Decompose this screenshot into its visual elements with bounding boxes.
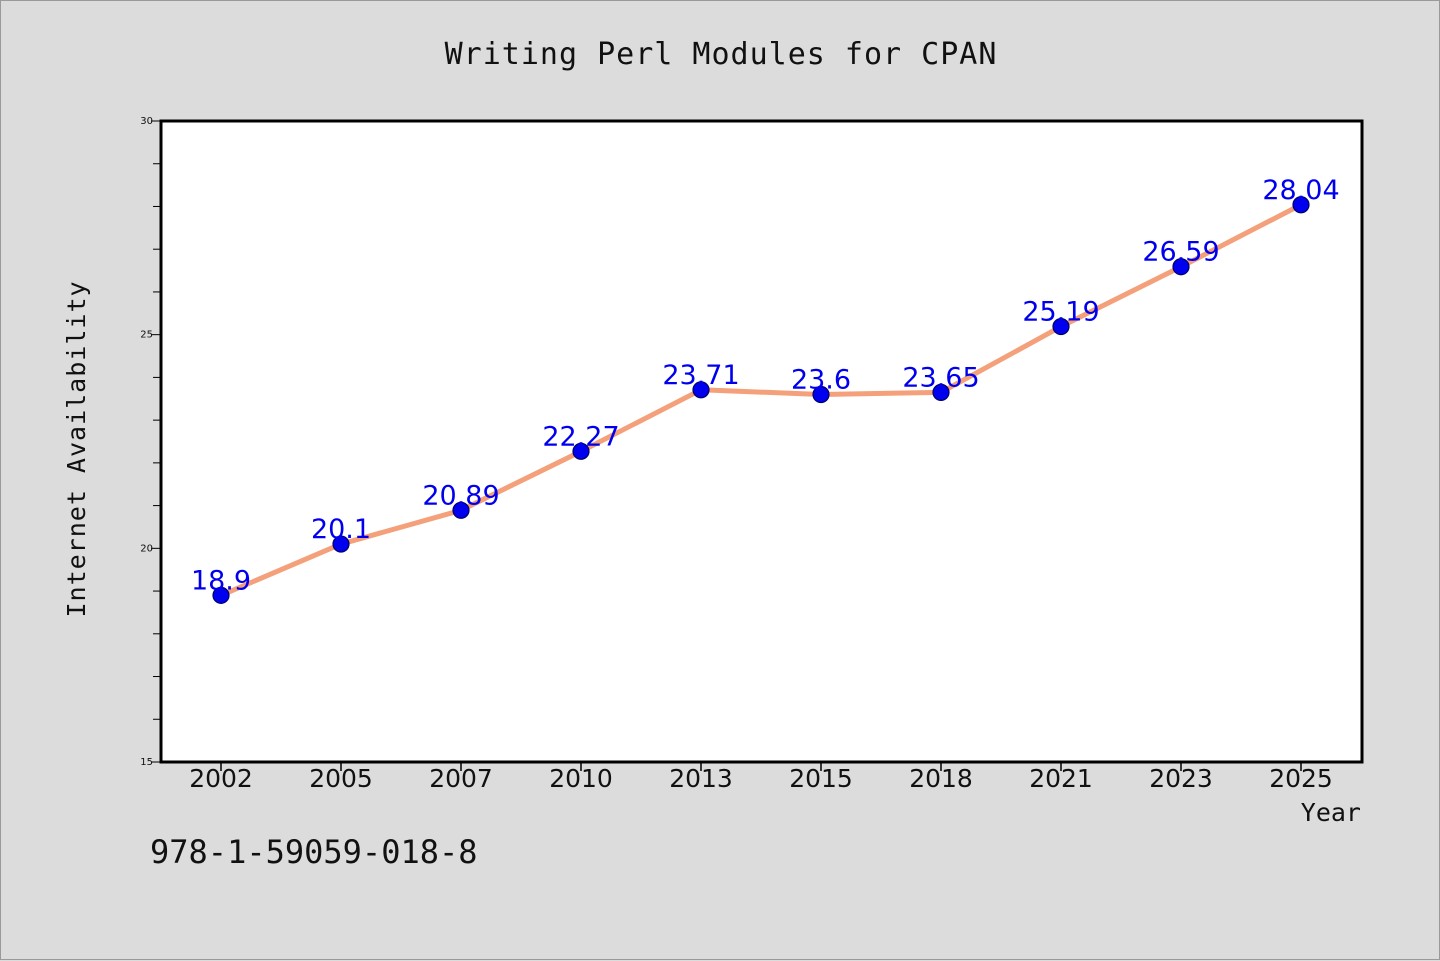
data-point (1172, 258, 1190, 276)
x-tick-label: 2013 (669, 764, 733, 793)
x-tick-label: 2002 (189, 764, 253, 793)
y-tick-label: 25 (140, 330, 153, 341)
x-tick-label: 2021 (1029, 764, 1093, 793)
isbn-label: 978-1-59059-018-8 (150, 833, 478, 871)
data-label: 23.65 (902, 362, 979, 393)
x-tick-label: 2018 (909, 764, 973, 793)
x-tick-label: 2007 (429, 764, 493, 793)
x-tick-label: 2023 (1149, 764, 1213, 793)
y-tick-label: 20 (140, 543, 153, 554)
data-point (692, 381, 710, 399)
series-line (218, 202, 1304, 598)
x-tick-label: 2005 (309, 764, 373, 793)
data-label: 23.71 (662, 360, 739, 391)
x-tick-label: 2010 (549, 764, 613, 793)
data-point (212, 586, 230, 604)
y-tick-label: 30 (140, 116, 153, 127)
x-tick-label: 2025 (1269, 764, 1333, 793)
data-label: 26.59 (1142, 237, 1219, 268)
data-label: 20.89 (422, 480, 499, 511)
data-label: 20.1 (311, 514, 371, 545)
series-layer: 18.9 20.1 20.89 22.27 23.71 23.6 23.65 25.19 26.… (191, 175, 1340, 604)
data-point (1052, 317, 1070, 336)
data-point (452, 501, 470, 519)
data-label: 28.04 (1262, 175, 1339, 206)
x-axis: 2002 2005 2007 2010 2013 2015 2018 2021 2023 2025 (189, 762, 1333, 793)
data-label: 22.27 (542, 421, 619, 452)
plot-area (159, 119, 1364, 764)
y-axis: 15 20 25 30 (140, 116, 161, 768)
y-tick-label: 15 (140, 757, 153, 768)
data-label: 23.6 (791, 364, 851, 395)
data-label: 25.19 (1022, 297, 1099, 328)
data-point (572, 442, 590, 460)
data-point (1292, 196, 1310, 214)
y-axis-label: Internet Availability (62, 280, 91, 617)
data-label: 18.9 (191, 565, 251, 596)
data-point (932, 383, 950, 401)
chart-title: Writing Perl Modules for CPAN (445, 37, 998, 72)
x-axis-label: Year (1301, 798, 1361, 827)
data-point (332, 535, 350, 553)
x-tick-label: 2015 (789, 764, 853, 793)
data-point (812, 385, 830, 404)
